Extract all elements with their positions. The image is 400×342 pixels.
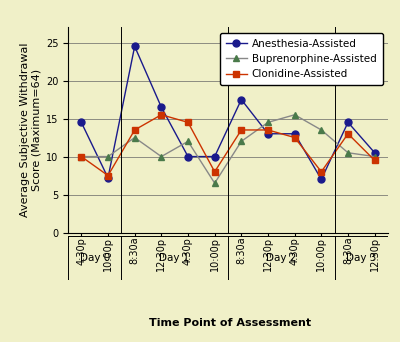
Clonidine-Assisted	[186, 120, 190, 124]
Clonidine-Assisted	[132, 128, 137, 132]
Clonidine-Assisted	[266, 128, 270, 132]
Clonidine-Assisted	[212, 170, 217, 174]
Anesthesia-Assisted	[186, 155, 190, 159]
Buprenorphine-Assisted	[292, 113, 297, 117]
Buprenorphine-Assisted	[79, 155, 84, 159]
Buprenorphine-Assisted	[186, 139, 190, 143]
Clonidine-Assisted	[346, 132, 350, 136]
Text: Day 3: Day 3	[346, 253, 376, 263]
Clonidine-Assisted	[239, 128, 244, 132]
Anesthesia-Assisted	[212, 155, 217, 159]
Buprenorphine-Assisted	[372, 155, 377, 159]
Anesthesia-Assisted	[372, 151, 377, 155]
Clonidine-Assisted	[372, 158, 377, 162]
Y-axis label: Average Subjective Withdrawal
Score (Maximum=64): Average Subjective Withdrawal Score (Max…	[20, 43, 42, 217]
Buprenorphine-Assisted	[319, 128, 324, 132]
Legend: Anesthesia-Assisted, Buprenorphine-Assisted, Clonidine-Assisted: Anesthesia-Assisted, Buprenorphine-Assis…	[220, 32, 383, 86]
Buprenorphine-Assisted	[239, 139, 244, 143]
Buprenorphine-Assisted	[132, 135, 137, 140]
Clonidine-Assisted	[319, 170, 324, 174]
Line: Buprenorphine-Assisted: Buprenorphine-Assisted	[78, 111, 378, 187]
Text: Day 2: Day 2	[266, 253, 296, 263]
Anesthesia-Assisted	[266, 132, 270, 136]
Buprenorphine-Assisted	[106, 155, 110, 159]
Text: Time Point of Assessment: Time Point of Assessment	[149, 318, 311, 328]
Anesthesia-Assisted	[239, 97, 244, 102]
Line: Anesthesia-Assisted: Anesthesia-Assisted	[78, 43, 378, 183]
Buprenorphine-Assisted	[159, 155, 164, 159]
Clonidine-Assisted	[159, 113, 164, 117]
Line: Clonidine-Assisted: Clonidine-Assisted	[78, 111, 378, 179]
Text: Day 0: Day 0	[80, 253, 110, 263]
Anesthesia-Assisted	[79, 120, 84, 124]
Anesthesia-Assisted	[106, 176, 110, 180]
Clonidine-Assisted	[292, 135, 297, 140]
Anesthesia-Assisted	[159, 105, 164, 109]
Clonidine-Assisted	[106, 173, 110, 177]
Text: Day 1: Day 1	[160, 253, 190, 263]
Buprenorphine-Assisted	[266, 120, 270, 124]
Anesthesia-Assisted	[346, 120, 350, 124]
Clonidine-Assisted	[79, 155, 84, 159]
Buprenorphine-Assisted	[212, 181, 217, 185]
Anesthesia-Assisted	[132, 44, 137, 49]
Anesthesia-Assisted	[319, 177, 324, 181]
Buprenorphine-Assisted	[346, 151, 350, 155]
Anesthesia-Assisted	[292, 132, 297, 136]
